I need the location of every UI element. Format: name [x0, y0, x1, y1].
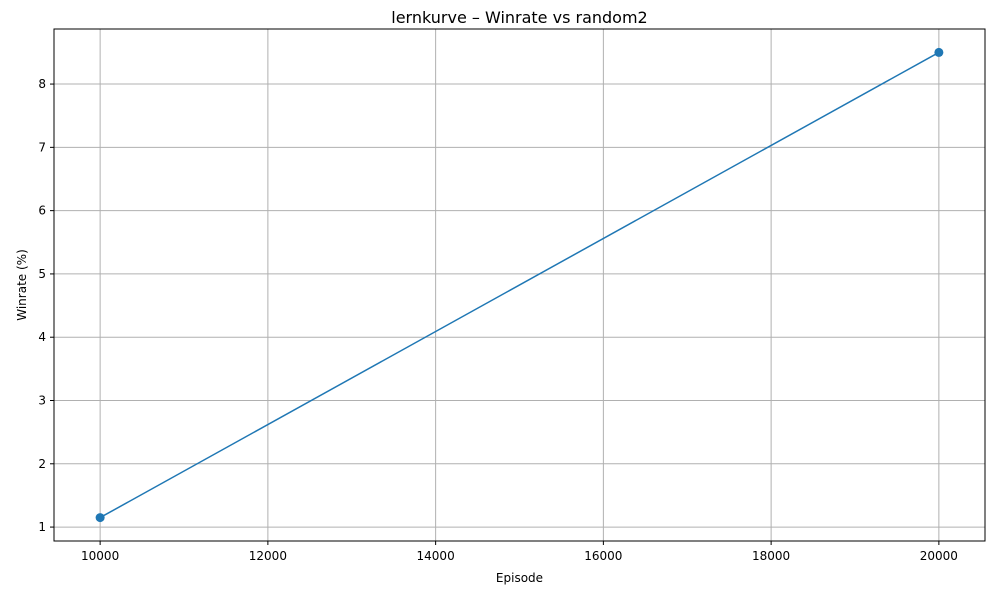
- ticks: 10000 12000 14000 16000 18000 20000 1 2 3 4 5 6 7 8: [38, 77, 958, 563]
- data-point: [95, 513, 105, 523]
- series-line: [99, 51, 940, 519]
- y-axis-label: Winrate (%): [15, 249, 29, 321]
- y-tick-label: 5: [38, 267, 46, 281]
- series-layer: [95, 47, 944, 523]
- x-tick-label: 18000: [752, 549, 790, 563]
- data-point: [934, 47, 944, 57]
- y-tick-label: 4: [38, 330, 46, 344]
- axes-frame: [53, 28, 986, 542]
- y-tick-label: 2: [38, 457, 46, 471]
- x-tick-label: 12000: [249, 549, 287, 563]
- x-axis-label: Episode: [496, 571, 543, 585]
- y-tick-label: 1: [38, 520, 46, 534]
- grid: [54, 29, 985, 541]
- y-tick-label: 8: [38, 77, 46, 91]
- y-tick-label: 7: [38, 140, 46, 154]
- y-tick-label: 6: [38, 204, 46, 218]
- x-tick-label: 10000: [81, 549, 119, 563]
- x-tick-label: 20000: [920, 549, 958, 563]
- chart-title: lernkurve – Winrate vs random2: [391, 8, 647, 27]
- y-tick-label: 3: [38, 394, 46, 408]
- x-tick-label: 16000: [584, 549, 622, 563]
- x-tick-label: 14000: [417, 549, 455, 563]
